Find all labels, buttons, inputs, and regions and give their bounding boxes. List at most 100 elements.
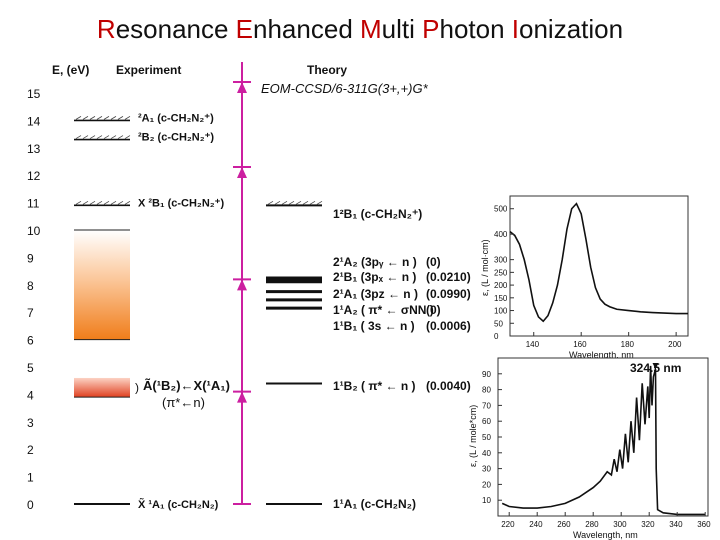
x-tick-label: 340 xyxy=(669,520,683,529)
hatch-mark xyxy=(89,116,96,120)
spectrum-curve xyxy=(501,365,706,516)
x-axis-label: Wavelength, nm xyxy=(569,350,634,360)
hatch-mark xyxy=(89,135,96,139)
title-initial: R xyxy=(96,14,116,44)
hatch-mark xyxy=(117,200,124,205)
x-tick-label: 320 xyxy=(641,520,655,529)
x-tick-label: 300 xyxy=(613,520,627,529)
photon-arrow-head xyxy=(237,279,247,291)
hatch-mark xyxy=(110,135,117,139)
hatch-mark xyxy=(110,116,117,120)
spectrum-bottom-chart: 220 240 260 280 300 320 340 360 10 20 30 40 50 60 70 80… xyxy=(468,357,711,540)
axis-tick-label: 4 xyxy=(27,388,34,402)
x-tick-label: 280 xyxy=(585,520,599,529)
photon-arrows xyxy=(233,62,251,505)
hatch-mark xyxy=(96,135,103,139)
plot-frame xyxy=(497,357,709,517)
oscillator-strength: (0) xyxy=(426,255,441,269)
axis-tick-label: 11 xyxy=(27,197,40,211)
photon-arrow-head xyxy=(237,166,247,178)
oscillator-strength: (0) xyxy=(426,303,441,317)
axis-tick-label: 1 xyxy=(27,471,34,485)
axis-tick-label: 5 xyxy=(27,361,34,375)
y-tick-label: 50 xyxy=(494,319,503,328)
experiment-level-label: ²A₁ (c-CH₂N₂⁺) xyxy=(138,112,214,124)
y-tick-label: 80 xyxy=(482,386,491,395)
title-word: onization xyxy=(519,14,624,44)
title-word: ulti xyxy=(381,14,423,44)
hatch-mark xyxy=(309,200,316,205)
photon-arrow-head xyxy=(237,391,247,403)
x-tick-label: 180 xyxy=(621,340,635,349)
axis-tick-label: 7 xyxy=(27,306,34,320)
title-word: hoton xyxy=(439,14,512,44)
x-tick-label: 160 xyxy=(573,340,587,349)
hatch-mark xyxy=(124,135,131,139)
hatch-mark xyxy=(117,116,124,120)
hatch-mark xyxy=(96,200,103,205)
axis-tick-label: 12 xyxy=(27,169,41,183)
theory-state-label: 1¹A₁ (c-CH₂N₂) xyxy=(333,497,416,511)
x-axis-label: Wavelength, nm xyxy=(573,530,638,540)
title-word: nhanced xyxy=(253,14,360,44)
axis-tick-label: 8 xyxy=(27,279,34,293)
hatch-mark xyxy=(96,116,103,120)
y-tick-label: 250 xyxy=(494,268,508,277)
hatch-mark xyxy=(82,135,89,139)
axis-tick-label: 3 xyxy=(27,416,34,430)
theory-state-label: 1¹B₁ ( 3s ← n ) xyxy=(333,319,415,333)
experiment-bands: ) xyxy=(74,229,139,398)
hatch-mark xyxy=(316,200,323,205)
hatch-mark xyxy=(288,200,295,205)
hatch-mark xyxy=(267,200,274,205)
theory-levels xyxy=(266,200,323,505)
band-upper xyxy=(74,230,130,340)
hatch-mark xyxy=(75,200,82,205)
hatch-mark xyxy=(75,116,82,120)
hatch-mark xyxy=(117,135,124,139)
hatch-mark xyxy=(103,116,110,120)
oscillator-strength: (0.0990) xyxy=(426,287,471,301)
y-axis-label: ε, (L / mol·cm) xyxy=(480,239,490,296)
x-tick-label: 360 xyxy=(697,520,711,529)
x-tick-label: 240 xyxy=(529,520,543,529)
title-initial: I xyxy=(511,14,520,44)
y-tick-label: 500 xyxy=(494,205,508,214)
hatch-mark xyxy=(281,200,288,205)
y-tick-label: 30 xyxy=(482,465,491,474)
y-tick-label: 50 xyxy=(482,433,491,442)
hatch-mark xyxy=(82,116,89,120)
method-label: EOM-CCSD/6-311G(3+,+)G* xyxy=(261,81,429,96)
y-axis-label: ε, (L / mole*cm) xyxy=(468,405,478,467)
hatch-mark xyxy=(103,200,110,205)
peak-arrow-head xyxy=(652,363,659,370)
axis-tick-label: 0 xyxy=(27,498,34,512)
y-tick-label: 400 xyxy=(494,230,508,239)
theory-state-label: 1¹A₂ ( π* ← σNN ) xyxy=(333,303,434,317)
theory-header: Theory xyxy=(307,63,347,77)
x-tick-label: 200 xyxy=(668,340,682,349)
experiment-header: Experiment xyxy=(116,63,181,77)
experiment-levels: ²A₁ (c-CH₂N₂⁺) ²B₂ (c-CH₂N₂⁺) X ²B₁ (c-CH₂… xyxy=(74,112,224,511)
theory-labels: 1²B₁ (c-CH₂N₂⁺) 2¹A₂ (3pᵧ ← n ) (0) 2¹B₁ (3… xyxy=(333,207,471,511)
transition-label-2: (π*←n) xyxy=(162,395,205,410)
theory-state-label: 2¹A₁ (3pz ← n ) xyxy=(333,287,418,301)
theory-state-label: 2¹A₂ (3pᵧ ← n ) xyxy=(333,255,417,269)
x-tick-label: 140 xyxy=(526,340,540,349)
title-word: esonance xyxy=(115,14,236,44)
theory-state-label: 1¹B₂ ( π* ← n ) xyxy=(333,379,416,393)
oscillator-strength: (0.0006) xyxy=(426,319,471,333)
spectrum-top-chart: 140 160 180 200 0 50 100 150 200 250 300 400 500 Wave… xyxy=(480,195,689,360)
hatch-mark xyxy=(103,135,110,139)
y-tick-label: 70 xyxy=(482,401,491,410)
y-tick-label: 0 xyxy=(494,332,499,341)
y-tick-label: 10 xyxy=(482,496,491,505)
slide-title: Resonance Enhanced Multi Photon Ionizati… xyxy=(0,14,720,45)
photon-arrow-head xyxy=(237,82,247,94)
x-tick-label: 220 xyxy=(501,520,515,529)
theory-state-label: 1²B₁ (c-CH₂N₂⁺) xyxy=(333,207,422,221)
bracket: ) xyxy=(135,381,139,395)
hatch-mark xyxy=(89,200,96,205)
